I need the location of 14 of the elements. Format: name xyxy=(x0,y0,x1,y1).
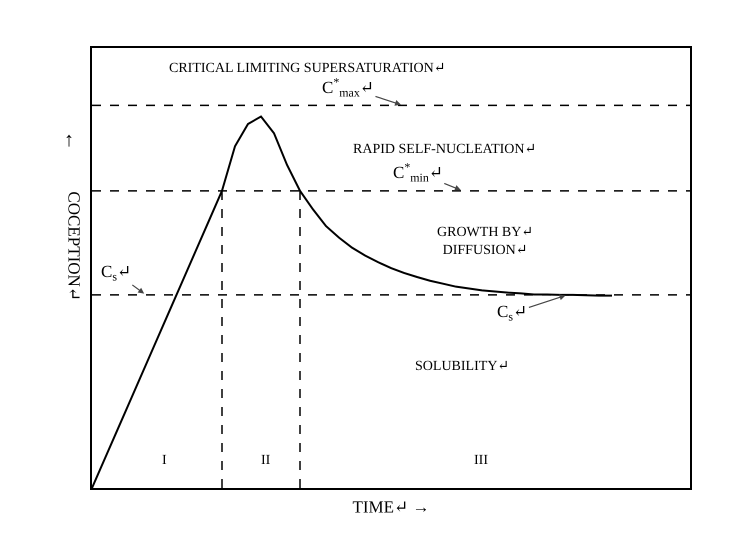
annotation: RAPID SELF-NUCLEATION↵ xyxy=(353,142,536,157)
text: CRITICAL LIMITING SUPERSATURATION↵ xyxy=(169,61,446,76)
annotation: C$_{s}$↵ xyxy=(497,302,528,324)
annotation: III xyxy=(474,453,488,468)
annotation: I xyxy=(162,453,167,468)
x-axis-title: TIME↵ → xyxy=(352,498,430,517)
annotation: SOLUBILITY↵ xyxy=(415,359,510,374)
annotation: GROWTH BY↵ DIFFUSION↵ xyxy=(437,225,534,258)
ref-line-label: C$^{*}$$_{min}$↵ xyxy=(393,160,444,185)
ref-line-label: C$^{*}$$_{max}$↵ xyxy=(322,75,374,100)
text: ↑ xyxy=(64,129,74,151)
y-axis-title: COCEPTION↵ xyxy=(64,191,84,302)
annotation: II xyxy=(261,453,271,468)
ref-line-label: C$_{s}$↵ xyxy=(101,262,132,284)
